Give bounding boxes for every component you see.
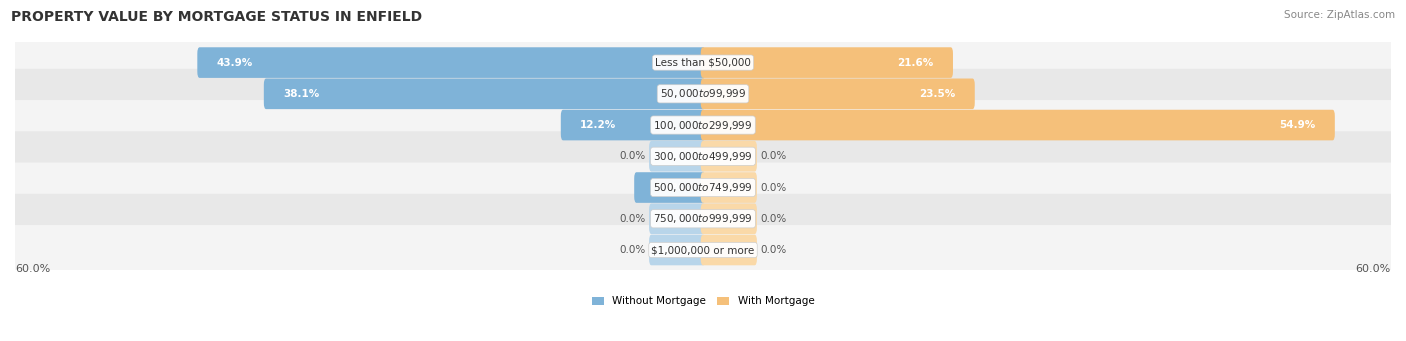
FancyBboxPatch shape xyxy=(700,235,756,265)
Text: $50,000 to $99,999: $50,000 to $99,999 xyxy=(659,87,747,100)
FancyBboxPatch shape xyxy=(6,69,1400,119)
Text: 12.2%: 12.2% xyxy=(581,120,617,130)
FancyBboxPatch shape xyxy=(650,204,706,234)
Text: 43.9%: 43.9% xyxy=(217,58,253,68)
Text: Less than $50,000: Less than $50,000 xyxy=(655,58,751,68)
Text: $500,000 to $749,999: $500,000 to $749,999 xyxy=(654,181,752,194)
FancyBboxPatch shape xyxy=(6,131,1400,181)
FancyBboxPatch shape xyxy=(6,38,1400,88)
FancyBboxPatch shape xyxy=(6,225,1400,275)
FancyBboxPatch shape xyxy=(700,78,974,109)
FancyBboxPatch shape xyxy=(650,141,706,172)
Text: 21.6%: 21.6% xyxy=(897,58,934,68)
FancyBboxPatch shape xyxy=(6,163,1400,212)
Text: 0.0%: 0.0% xyxy=(620,151,645,161)
FancyBboxPatch shape xyxy=(700,172,756,203)
Text: 38.1%: 38.1% xyxy=(284,89,319,99)
FancyBboxPatch shape xyxy=(650,235,706,265)
Text: 60.0%: 60.0% xyxy=(15,264,51,275)
FancyBboxPatch shape xyxy=(700,141,756,172)
FancyBboxPatch shape xyxy=(561,110,706,140)
Text: $750,000 to $999,999: $750,000 to $999,999 xyxy=(654,212,752,225)
Text: 0.0%: 0.0% xyxy=(761,182,786,193)
Legend: Without Mortgage, With Mortgage: Without Mortgage, With Mortgage xyxy=(592,296,814,306)
Text: 0.0%: 0.0% xyxy=(761,214,786,224)
Text: Source: ZipAtlas.com: Source: ZipAtlas.com xyxy=(1284,10,1395,20)
FancyBboxPatch shape xyxy=(264,78,706,109)
Text: 0.0%: 0.0% xyxy=(761,151,786,161)
FancyBboxPatch shape xyxy=(700,204,756,234)
Text: 0.0%: 0.0% xyxy=(620,214,645,224)
Text: 5.8%: 5.8% xyxy=(654,182,683,193)
Text: 60.0%: 60.0% xyxy=(1355,264,1391,275)
FancyBboxPatch shape xyxy=(6,100,1400,150)
Text: $300,000 to $499,999: $300,000 to $499,999 xyxy=(654,150,752,163)
Text: 54.9%: 54.9% xyxy=(1279,120,1316,130)
FancyBboxPatch shape xyxy=(634,172,706,203)
FancyBboxPatch shape xyxy=(700,110,1334,140)
FancyBboxPatch shape xyxy=(6,194,1400,244)
Text: 0.0%: 0.0% xyxy=(620,245,645,255)
Text: PROPERTY VALUE BY MORTGAGE STATUS IN ENFIELD: PROPERTY VALUE BY MORTGAGE STATUS IN ENF… xyxy=(11,10,422,24)
Text: 0.0%: 0.0% xyxy=(761,245,786,255)
Text: $100,000 to $299,999: $100,000 to $299,999 xyxy=(654,119,752,132)
Text: $1,000,000 or more: $1,000,000 or more xyxy=(651,245,755,255)
FancyBboxPatch shape xyxy=(197,47,706,78)
FancyBboxPatch shape xyxy=(700,47,953,78)
Text: 23.5%: 23.5% xyxy=(920,89,955,99)
